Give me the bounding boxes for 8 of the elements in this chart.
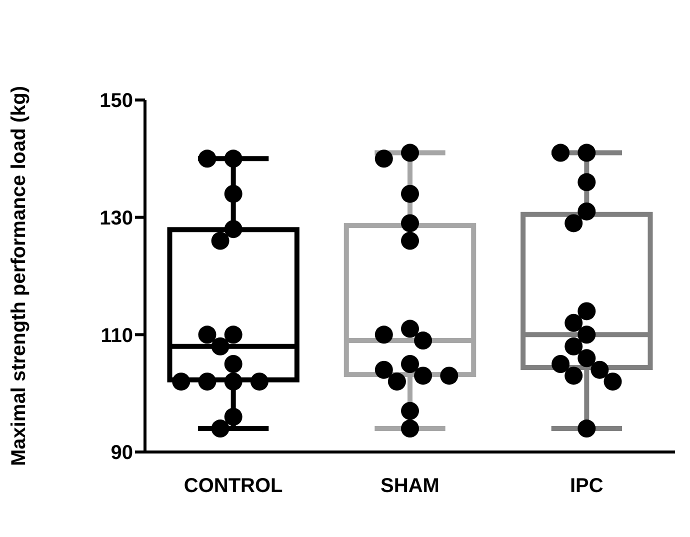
x-tick-label: IPC xyxy=(570,475,604,498)
x-tick-label: SHAM xyxy=(380,475,440,498)
y-tick-label: 90 xyxy=(110,442,133,464)
y-tick-label: 150 xyxy=(100,90,133,112)
y-axis-title: Maximal strength performance load (kg) xyxy=(8,86,30,466)
y-tick-label: 110 xyxy=(100,324,133,347)
x-tick-label: CONTROL xyxy=(184,475,283,498)
y-tick-label: 130 xyxy=(100,207,133,230)
